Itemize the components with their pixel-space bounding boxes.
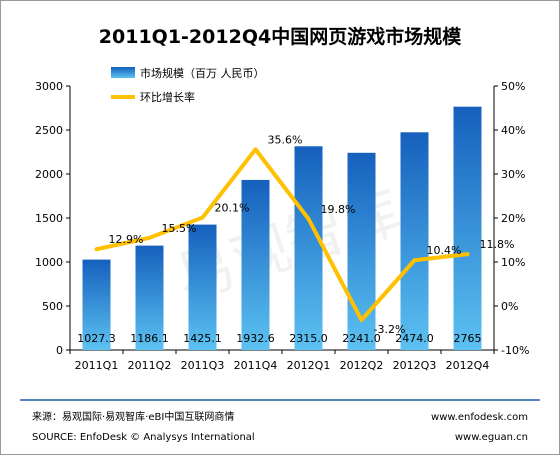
revenue-bar-label: 2474.0 <box>395 332 434 345</box>
growth-point-label: 20.1% <box>215 202 250 215</box>
growth-point-label: 11.8% <box>480 238 515 251</box>
revenue-bar-label: 1425.1 <box>183 332 222 345</box>
y-left-tick-label: 500 <box>42 300 63 313</box>
legend: 市场规模（百万 人民币） 环比增长率 <box>111 66 265 104</box>
x-tick-label: 2011Q4 <box>234 359 278 372</box>
x-tick-label: 2011Q1 <box>75 359 119 372</box>
revenue-bar <box>241 179 270 350</box>
y-right-tick-label: 50% <box>501 80 525 93</box>
bar-labels-layer: 1027.3 1186.1 1425.1 1932.6 2315.0 2241.0 2474… <box>77 332 481 345</box>
axes: 0 500 1000 1500 2000 2500 3000 -10% 0% 10% 20% 30% 4… <box>35 80 529 372</box>
x-tick-label: 2011Q3 <box>181 359 225 372</box>
growth-point-label: 15.5% <box>162 222 197 235</box>
revenue-bar-label: 1027.3 <box>77 332 116 345</box>
revenue-bar-label: 2241.0 <box>342 332 381 345</box>
x-tick-label: 2012Q3 <box>393 359 437 372</box>
x-tick-label: 2012Q1 <box>287 359 331 372</box>
y-left-tick-label: 2000 <box>35 168 63 181</box>
bars-layer <box>82 106 482 351</box>
footer-url-2: www.eguan.cn <box>455 432 528 443</box>
growth-line <box>94 147 470 323</box>
x-tick-label: 2012Q4 <box>446 359 490 372</box>
chart-title: 2011Q1-2012Q4中国网页游戏市场规模 <box>99 25 462 48</box>
revenue-bar-label: 2765 <box>454 332 482 345</box>
x-tick-label: 2011Q2 <box>128 359 172 372</box>
revenue-bar <box>453 106 482 351</box>
revenue-bar <box>294 146 323 350</box>
growth-labels-layer: 12.9% 15.5% 20.1% 35.6% 19.8% -3.2% 10.4% 11.8% <box>109 133 515 336</box>
x-tick-label: 2012Q2 <box>340 359 384 372</box>
y-right-tick-label: 20% <box>501 212 525 225</box>
growth-point-label: 19.8% <box>321 203 356 216</box>
y-right-tick-label: 40% <box>501 124 525 137</box>
y-left-tick-label: 1500 <box>35 212 63 225</box>
growth-point-label: 35.6% <box>268 133 303 146</box>
footer-url-1: www.enfodesk.com <box>431 412 528 423</box>
y-left-tick-label: 2500 <box>35 124 63 137</box>
growth-point-label: 10.4% <box>427 244 462 257</box>
y-right-tick-label: -10% <box>501 344 529 357</box>
growth-line-layer <box>94 147 470 323</box>
y-left-tick-label: 1000 <box>35 256 63 269</box>
revenue-bar <box>82 259 111 350</box>
revenue-bar <box>135 245 164 350</box>
revenue-bar-label: 1186.1 <box>130 332 169 345</box>
growth-point-label: -3.2% <box>374 323 406 336</box>
y-right-tick-label: 10% <box>501 256 525 269</box>
y-right-tick-label: 0% <box>501 300 518 313</box>
revenue-bar <box>188 224 217 350</box>
y-left-tick-label: 3000 <box>35 80 63 93</box>
footer-source-cn: 来源：易观国际·易观智库·eBI中国互联网商情 <box>32 410 234 423</box>
revenue-bar-label: 1932.6 <box>236 332 275 345</box>
legend-line-label: 环比增长率 <box>140 90 195 104</box>
revenue-bar <box>400 132 429 350</box>
revenue-bar-label: 2315.0 <box>289 332 328 345</box>
footer-source-en: SOURCE: EnfoDesk © Analysys Internationa… <box>32 432 255 443</box>
legend-bar-label: 市场规模（百万 人民币） <box>140 66 265 80</box>
legend-bar-swatch <box>111 67 135 78</box>
y-left-tick-label: 0 <box>56 344 63 357</box>
growth-point-label: 12.9% <box>109 233 144 246</box>
y-right-tick-label: 30% <box>501 168 525 181</box>
